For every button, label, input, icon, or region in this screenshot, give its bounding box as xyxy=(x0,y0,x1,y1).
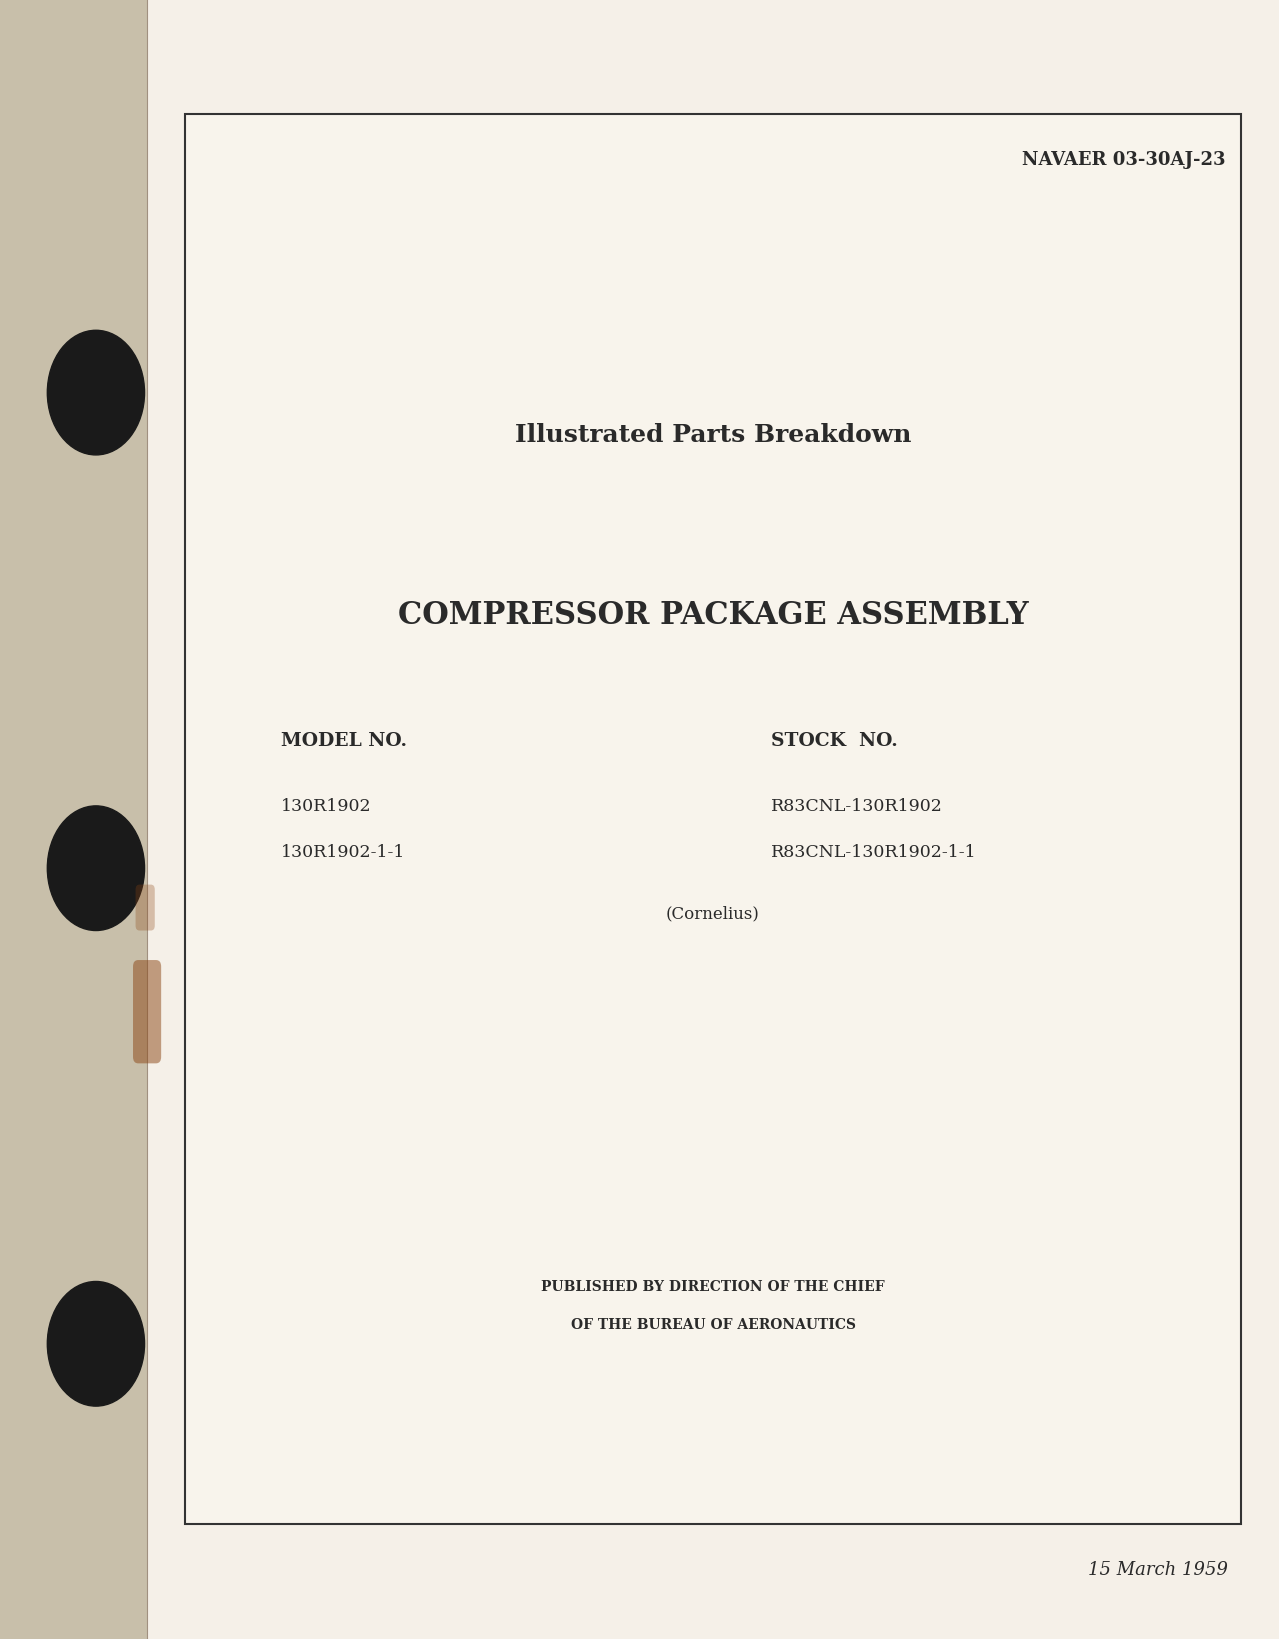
Text: 130R1902: 130R1902 xyxy=(281,798,372,815)
Text: Illustrated Parts Breakdown: Illustrated Parts Breakdown xyxy=(514,423,912,446)
Bar xyxy=(147,0,1279,1639)
FancyBboxPatch shape xyxy=(133,960,161,1064)
Text: NAVAER 03-30AJ-23: NAVAER 03-30AJ-23 xyxy=(1022,151,1225,169)
Circle shape xyxy=(47,1282,145,1406)
Text: 130R1902-1-1: 130R1902-1-1 xyxy=(281,844,405,860)
Text: R83CNL-130R1902: R83CNL-130R1902 xyxy=(770,798,943,815)
Circle shape xyxy=(47,806,145,931)
Text: MODEL NO.: MODEL NO. xyxy=(281,733,408,749)
Text: STOCK  NO.: STOCK NO. xyxy=(770,733,898,749)
Text: (Cornelius): (Cornelius) xyxy=(666,905,760,921)
Text: COMPRESSOR PACKAGE ASSEMBLY: COMPRESSOR PACKAGE ASSEMBLY xyxy=(398,600,1028,629)
Circle shape xyxy=(47,331,145,456)
Text: OF THE BUREAU OF AERONAUTICS: OF THE BUREAU OF AERONAUTICS xyxy=(570,1318,856,1331)
Text: R83CNL-130R1902-1-1: R83CNL-130R1902-1-1 xyxy=(770,844,976,860)
Text: PUBLISHED BY DIRECTION OF THE CHIEF: PUBLISHED BY DIRECTION OF THE CHIEF xyxy=(541,1280,885,1293)
Bar xyxy=(0,0,147,1639)
Bar xyxy=(185,115,1241,1524)
Text: 15 March 1959: 15 March 1959 xyxy=(1088,1560,1228,1578)
FancyBboxPatch shape xyxy=(136,885,155,931)
